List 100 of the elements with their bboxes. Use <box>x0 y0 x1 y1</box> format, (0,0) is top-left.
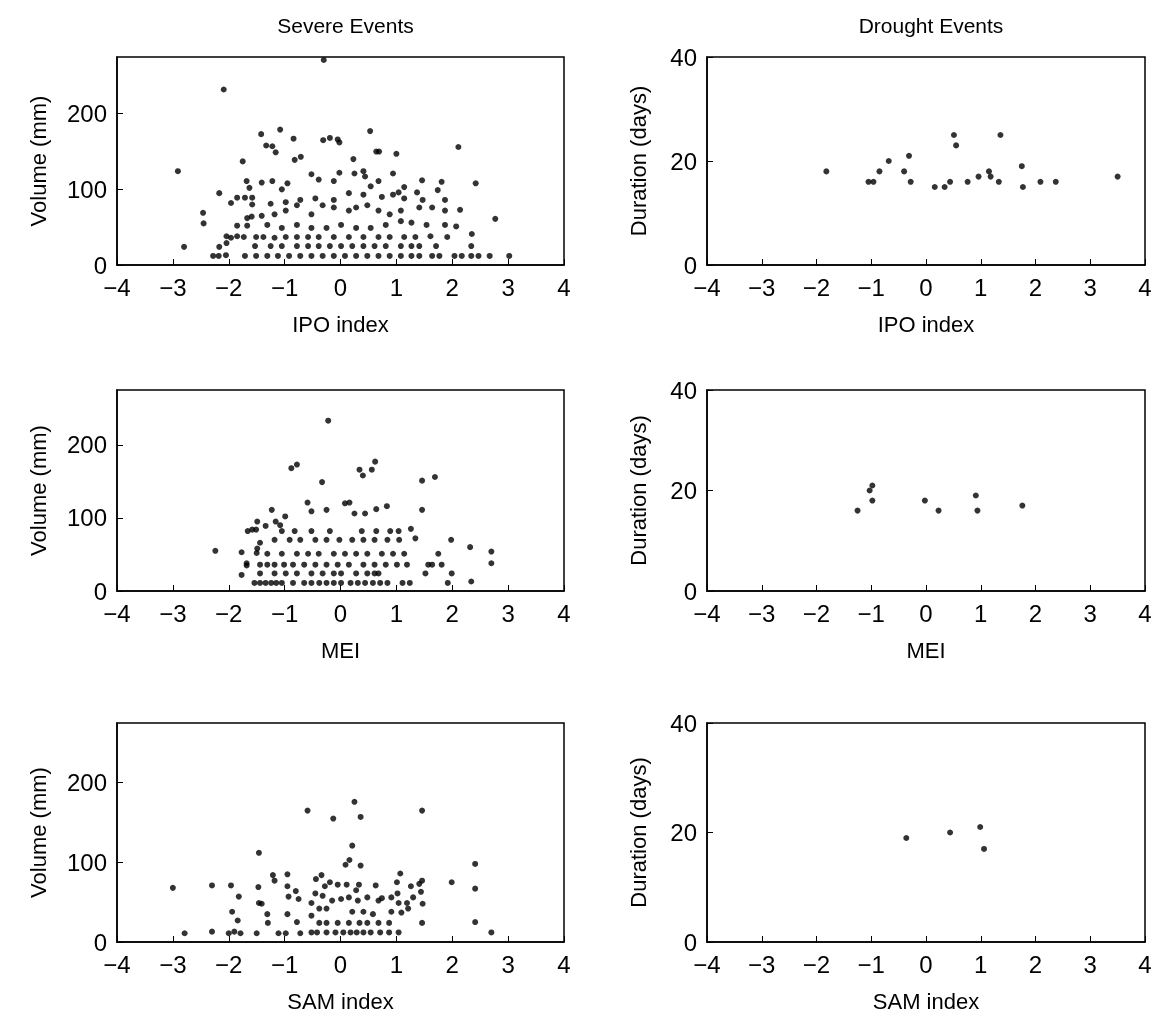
x-tick-label: −2 <box>802 950 831 978</box>
x-tick-label: 2 <box>445 273 459 301</box>
y-axis-title: Duration (days) <box>625 85 651 237</box>
x-tick-label: 4 <box>557 273 571 301</box>
x-tick-label: −1 <box>857 950 885 978</box>
x-tick-label: 3 <box>501 950 515 978</box>
point <box>995 178 1002 185</box>
point <box>1052 178 1059 185</box>
point <box>931 184 938 190</box>
x-tick-label: −1 <box>270 599 299 627</box>
point <box>950 132 957 138</box>
point <box>997 132 1004 138</box>
x-tick-label: 4 <box>557 950 571 978</box>
y-tick-label: 40 <box>670 43 697 71</box>
point <box>1019 502 1026 509</box>
x-axis-title: IPO index <box>292 311 389 337</box>
point <box>1037 178 1044 185</box>
point <box>975 173 982 180</box>
point <box>941 184 948 190</box>
x-tick-label: −3 <box>159 599 187 627</box>
x-tick-label: −2 <box>215 950 243 978</box>
y-axis-title: Duration (days) <box>625 415 651 566</box>
point <box>921 497 928 504</box>
y-tick-label: 100 <box>66 504 107 532</box>
point <box>1114 173 1121 180</box>
x-axis-title: IPO index <box>877 311 975 337</box>
x-tick-label: 0 <box>333 273 348 301</box>
x-tick-label: 2 <box>445 950 459 978</box>
point <box>1019 184 1026 190</box>
x-tick-label: 1 <box>389 950 404 978</box>
x-tick-label: 1 <box>974 273 988 301</box>
point <box>870 178 877 185</box>
point <box>985 168 992 175</box>
y-tick-label: 40 <box>670 709 697 737</box>
point <box>987 173 994 180</box>
point <box>854 507 861 514</box>
x-tick-label: −1 <box>857 599 885 627</box>
point <box>901 168 908 175</box>
y-tick-label: 200 <box>66 100 107 128</box>
x-axis-title: SAM index <box>872 988 980 1014</box>
point <box>906 152 913 159</box>
x-tick-label: −1 <box>270 273 299 301</box>
point <box>866 487 873 494</box>
x-tick-label: −3 <box>748 950 776 978</box>
y-axis-title: Volume (mm) <box>25 767 51 898</box>
x-tick-label: 2 <box>445 599 459 627</box>
point <box>823 168 830 175</box>
x-tick-label: −1 <box>857 273 885 301</box>
chart-title: Severe Events <box>277 14 414 37</box>
point <box>876 168 883 175</box>
point <box>1018 163 1025 170</box>
point <box>865 178 872 185</box>
x-tick-label: −2 <box>802 599 831 627</box>
x-tick-label: 3 <box>501 273 515 301</box>
x-tick-label: 3 <box>1083 273 1097 301</box>
point <box>964 178 971 185</box>
x-tick-label: 1 <box>389 599 404 627</box>
x-tick-label: −3 <box>748 599 776 627</box>
point <box>947 178 954 185</box>
x-tick-label: −3 <box>748 273 776 301</box>
x-tick-label: 0 <box>919 950 933 978</box>
y-tick-label: 200 <box>66 769 107 797</box>
y-tick-label: 20 <box>670 147 697 175</box>
x-tick-label: −1 <box>270 950 299 978</box>
x-tick-label: −3 <box>159 273 187 301</box>
x-tick-label: 0 <box>919 273 933 301</box>
x-tick-label: −2 <box>802 273 831 301</box>
y-tick-label: 200 <box>66 431 107 459</box>
point <box>885 158 892 164</box>
y-tick-label: 100 <box>66 175 107 203</box>
x-axis-title: MEI <box>906 637 946 663</box>
point <box>907 178 914 185</box>
x-tick-label: 4 <box>1138 599 1152 627</box>
y-tick-label: 100 <box>66 848 107 876</box>
x-tick-label: 3 <box>1083 599 1097 627</box>
x-tick-label: 0 <box>333 599 348 627</box>
y-axis-title: Volume (mm) <box>25 425 51 556</box>
x-tick-label: 4 <box>1138 950 1152 978</box>
x-tick-label: 3 <box>501 599 515 627</box>
y-axis-title: Volume (mm) <box>25 95 51 227</box>
x-axis-title: SAM index <box>287 988 394 1014</box>
y-tick-label: 40 <box>670 376 697 404</box>
x-tick-label: 2 <box>1028 273 1043 301</box>
chart-title: Drought Events <box>858 14 1004 37</box>
x-tick-label: 2 <box>1028 599 1043 627</box>
y-tick-label: 20 <box>670 819 697 846</box>
x-tick-label: 1 <box>389 273 404 301</box>
x-tick-label: 2 <box>1028 950 1043 978</box>
x-tick-label: 4 <box>557 599 571 627</box>
point <box>972 492 979 499</box>
x-tick-label: 1 <box>974 599 988 627</box>
x-tick-label: 1 <box>974 950 988 978</box>
x-tick-label: 0 <box>919 599 933 627</box>
x-tick-label: −3 <box>159 950 187 978</box>
point <box>974 507 981 514</box>
x-tick-label: −2 <box>215 273 243 301</box>
x-tick-label: 0 <box>333 950 348 978</box>
y-tick-label: 20 <box>670 477 697 504</box>
x-tick-label: −2 <box>215 599 243 627</box>
point <box>935 507 942 514</box>
